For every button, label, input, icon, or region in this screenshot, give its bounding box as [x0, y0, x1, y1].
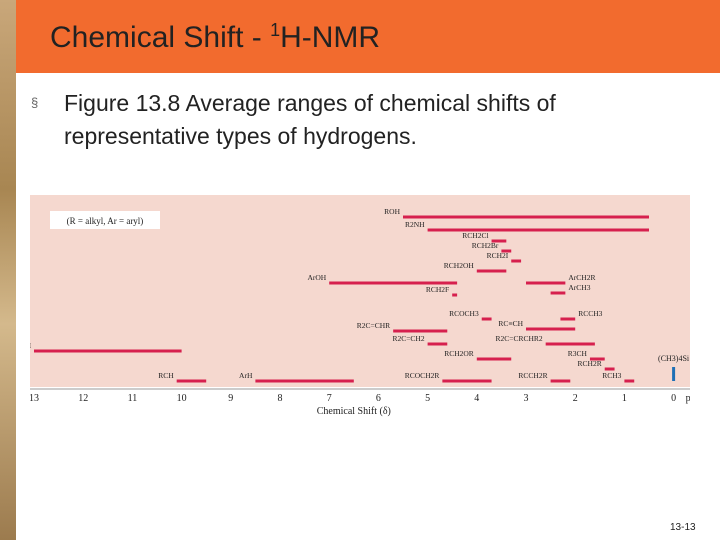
range-label-20: RCOCH2R	[405, 371, 440, 380]
range-bar-25	[672, 367, 676, 381]
range-bar-24	[624, 379, 635, 383]
bullet-icon: §	[31, 95, 39, 110]
range-label-18: ArH	[239, 371, 253, 380]
legend-box	[50, 211, 160, 229]
title-text-end: H-NMR	[280, 21, 381, 54]
range-bar-16	[545, 342, 595, 346]
range-bar-0	[403, 215, 649, 219]
range-label-24: RCH3	[602, 371, 621, 380]
x-tick-label-1: 12	[78, 393, 88, 404]
x-tick-label-13: 0	[671, 393, 676, 404]
range-bar-20	[442, 379, 492, 383]
x-tick-label-10: 3	[524, 393, 529, 404]
range-label-3: RCH2Br	[472, 241, 499, 250]
range-label-4: RCH2I	[487, 251, 509, 260]
range-bar-3	[501, 249, 512, 253]
range-bar-18	[255, 379, 354, 383]
x-tick-label-2: 11	[128, 393, 138, 404]
x-tick-label-3: 10	[177, 393, 187, 404]
slide-title: Chemical Shift - 1H-NMR	[50, 20, 380, 55]
range-label-7: ArCH2R	[568, 273, 595, 282]
x-axis-title: Chemical Shift (δ)	[317, 406, 391, 417]
range-bar-12	[393, 329, 448, 333]
range-bar-8	[550, 291, 566, 295]
figure-caption: Figure 13.8 Average ranges of chemical s…	[64, 90, 556, 149]
title-text: Chemical Shift -	[50, 21, 271, 54]
range-bar-9	[452, 293, 458, 297]
x-tick-label-0: 13	[30, 393, 39, 404]
range-bar-2	[491, 239, 507, 243]
range-label-17: RCH	[158, 371, 174, 380]
x-tick-label-7: 6	[376, 393, 381, 404]
nmr-chart-svg: (R = alkyl, Ar = aryl) ROH R2NH RCH2ClRCH2B…	[10, 195, 704, 417]
range-bar-11	[560, 317, 576, 321]
range-label-0: ROH	[384, 207, 400, 216]
range-label-8: ArCH3	[568, 283, 590, 292]
range-label-19: RCH2OR	[444, 349, 474, 358]
range-bar-19	[476, 357, 512, 361]
range-bar-17	[176, 379, 207, 383]
range-label-13: RC≡CH	[498, 319, 523, 328]
range-bar-15	[427, 342, 448, 346]
range-bar-4	[511, 259, 522, 263]
range-bar-5	[476, 269, 507, 273]
decorative-left-strip	[0, 0, 16, 540]
range-label-25: (CH3)4Si	[658, 354, 690, 363]
range-label-6: ArOH	[307, 273, 326, 282]
legend-text: (R = alkyl, Ar = aryl)	[67, 216, 144, 226]
range-bar-14	[34, 349, 182, 353]
range-bar-1	[427, 228, 649, 232]
range-label-9: RCH2F	[426, 285, 449, 294]
title-bar	[16, 0, 720, 73]
range-bar-6	[329, 281, 458, 285]
range-label-22: RCH2R	[578, 359, 602, 368]
x-tick-label-9: 4	[474, 393, 479, 404]
range-label-15: R2C=CH2	[392, 334, 424, 343]
range-label-1: R2NH	[405, 220, 425, 229]
range-label-5: RCH2OH	[444, 261, 475, 270]
range-label-23: RCCH2R	[518, 371, 547, 380]
range-label-16: R2C=CRCHR2	[496, 334, 543, 343]
x-tick-label-5: 8	[278, 393, 283, 404]
x-tick-label-11: 2	[573, 393, 578, 404]
range-bar-22	[604, 367, 615, 371]
range-label-21: R3CH	[568, 349, 588, 358]
range-bar-13	[526, 327, 576, 331]
x-tick-label-4: 9	[228, 393, 233, 404]
x-unit-label: ppm	[686, 393, 690, 404]
range-bar-10	[481, 317, 492, 321]
x-tick-label-6: 7	[327, 393, 332, 404]
range-bar-21	[589, 357, 605, 361]
range-label-2: RCH2Cl	[462, 231, 488, 240]
title-superscript: 1	[270, 20, 281, 40]
x-tick-label-12: 1	[622, 393, 627, 404]
range-bar-23	[550, 379, 571, 383]
x-tick-label-8: 5	[425, 393, 430, 404]
range-label-12: R2C=CHR	[357, 321, 390, 330]
slide-number: 13-13	[670, 522, 696, 533]
range-label-11: RCCH3	[578, 309, 602, 318]
range-bar-7	[526, 281, 566, 285]
nmr-chart: (R = alkyl, Ar = aryl) ROH R2NH RCH2Cl RCH2B…	[10, 195, 704, 425]
range-label-10: RCOCH3	[449, 309, 479, 318]
